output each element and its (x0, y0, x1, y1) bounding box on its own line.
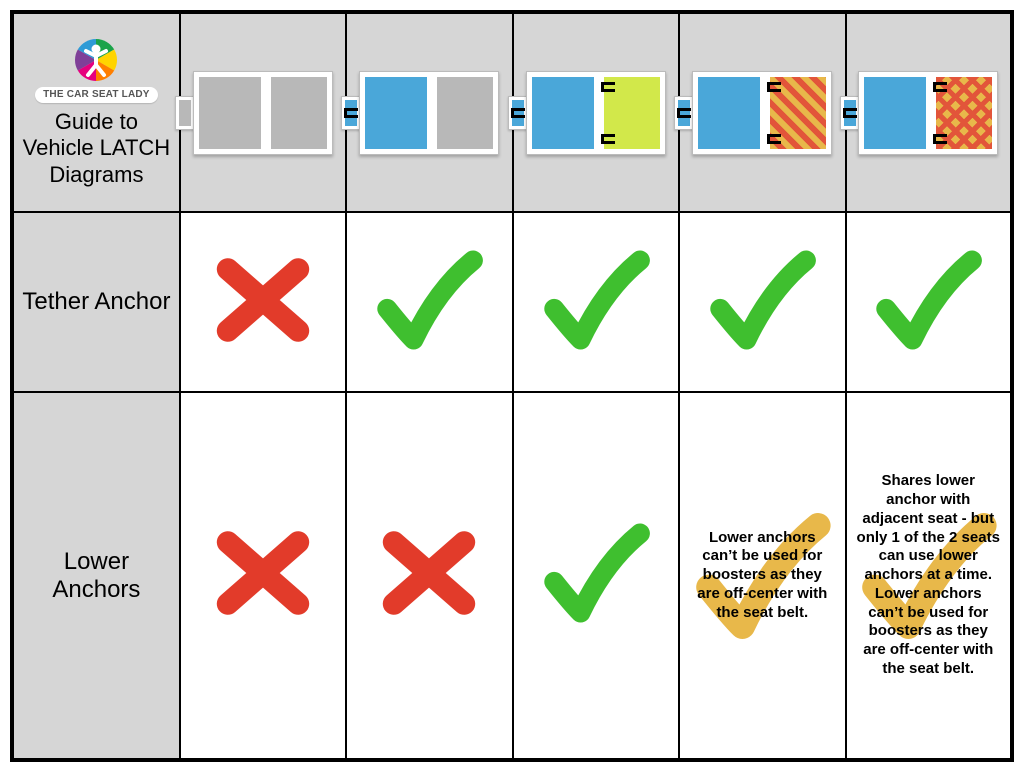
check-icon (707, 245, 817, 355)
seat-tab (175, 96, 195, 130)
tether-row: Tether Anchor (12, 212, 1012, 392)
page-container: THE CAR SEAT LADY Guide to Vehicle LATCH… (0, 0, 1024, 768)
tether-col2 (346, 212, 512, 392)
anchor-bracket-icon (344, 108, 358, 118)
tether-col4 (679, 212, 845, 392)
caveat-text: Lower anchors can’t be used for boosters… (690, 529, 834, 623)
logo-icon (73, 37, 119, 83)
anchor-bracket-icon (933, 134, 947, 144)
seat-tab (508, 96, 528, 130)
lower-row: Lower Anchors Lower anchors can’t be use… (12, 392, 1012, 760)
header-col5 (846, 12, 1013, 212)
lower-col2 (346, 392, 512, 760)
check-icon (541, 245, 651, 355)
seat-frame (692, 71, 832, 155)
seat-panel-right (437, 77, 493, 149)
seat-diagram (526, 71, 666, 155)
lower-col1 (180, 392, 346, 760)
anchor-bracket-icon (843, 108, 857, 118)
seat-frame (526, 71, 666, 155)
title-text: Guide to Vehicle LATCH Diagrams (18, 109, 175, 188)
anchor-bracket-icon (767, 82, 781, 92)
caveat-cell: Shares lower anchor with adjacent seat -… (851, 466, 1007, 684)
check-icon (873, 245, 983, 355)
lower-col5: Shares lower anchor with adjacent seat -… (846, 392, 1013, 760)
seat-panel-left (532, 77, 594, 149)
seat-panel-left (864, 77, 926, 149)
header-col2 (346, 12, 512, 212)
cross-icon (208, 245, 318, 355)
lower-col4: Lower anchors can’t be used for boosters… (679, 392, 845, 760)
caveat-text: Shares lower anchor with adjacent seat -… (857, 472, 1001, 678)
caveat-cell: Lower anchors can’t be used for boosters… (684, 523, 840, 629)
header-col3 (513, 12, 679, 212)
seat-panel-left (365, 77, 427, 149)
anchor-bracket-icon (511, 108, 525, 118)
seat-tab (341, 96, 361, 130)
seat-panel-left (199, 77, 261, 149)
seat-frame (193, 71, 333, 155)
row-label-tether: Tether Anchor (12, 212, 180, 392)
anchor-bracket-icon (767, 134, 781, 144)
tether-col3 (513, 212, 679, 392)
seat-diagram (858, 71, 998, 155)
tether-col1 (180, 212, 346, 392)
latch-table: THE CAR SEAT LADY Guide to Vehicle LATCH… (10, 10, 1014, 762)
seat-tab (840, 96, 860, 130)
title-cell: THE CAR SEAT LADY Guide to Vehicle LATCH… (12, 12, 180, 212)
seat-frame (858, 71, 998, 155)
anchor-bracket-icon (677, 108, 691, 118)
header-row: THE CAR SEAT LADY Guide to Vehicle LATCH… (12, 12, 1012, 212)
seat-frame (359, 71, 499, 155)
lower-col3 (513, 392, 679, 760)
header-col1 (180, 12, 346, 212)
anchor-bracket-icon (601, 82, 615, 92)
brand-logo: THE CAR SEAT LADY Guide to Vehicle LATCH… (18, 37, 175, 188)
seat-diagram (193, 71, 333, 155)
seat-panel-right (271, 77, 327, 149)
brand-badge: THE CAR SEAT LADY (35, 87, 158, 103)
cross-icon (374, 518, 484, 628)
cross-icon (208, 518, 318, 628)
anchor-bracket-icon (933, 82, 947, 92)
check-icon (541, 518, 651, 628)
seat-diagram (359, 71, 499, 155)
check-icon (374, 245, 484, 355)
seat-tab (674, 96, 694, 130)
seat-diagram (692, 71, 832, 155)
tether-col5 (846, 212, 1013, 392)
row-label-lower: Lower Anchors (12, 392, 180, 760)
anchor-bracket-icon (601, 134, 615, 144)
header-col4 (679, 12, 845, 212)
seat-panel-left (698, 77, 760, 149)
